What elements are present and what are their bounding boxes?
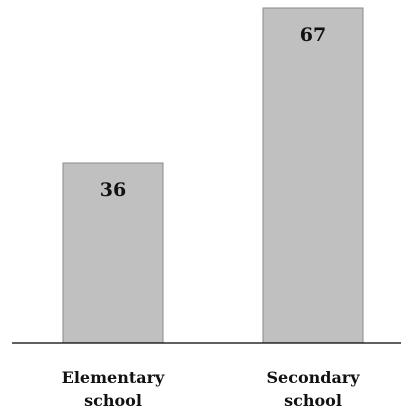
bars-layer xyxy=(62,7,364,344)
x-tick-label: school xyxy=(84,391,142,410)
x-tick-label: Secondary xyxy=(266,368,360,387)
bar-value-label: 67 xyxy=(300,24,326,46)
bar-value-label: 36 xyxy=(100,179,126,201)
bar-elementary-school xyxy=(62,162,164,344)
bar-secondary-school xyxy=(262,7,364,344)
x-tick-label: Elementary xyxy=(62,368,165,387)
labels-layer: 36 Elementary school 67 Secondary school xyxy=(62,24,361,410)
x-tick-label: school xyxy=(284,391,342,410)
